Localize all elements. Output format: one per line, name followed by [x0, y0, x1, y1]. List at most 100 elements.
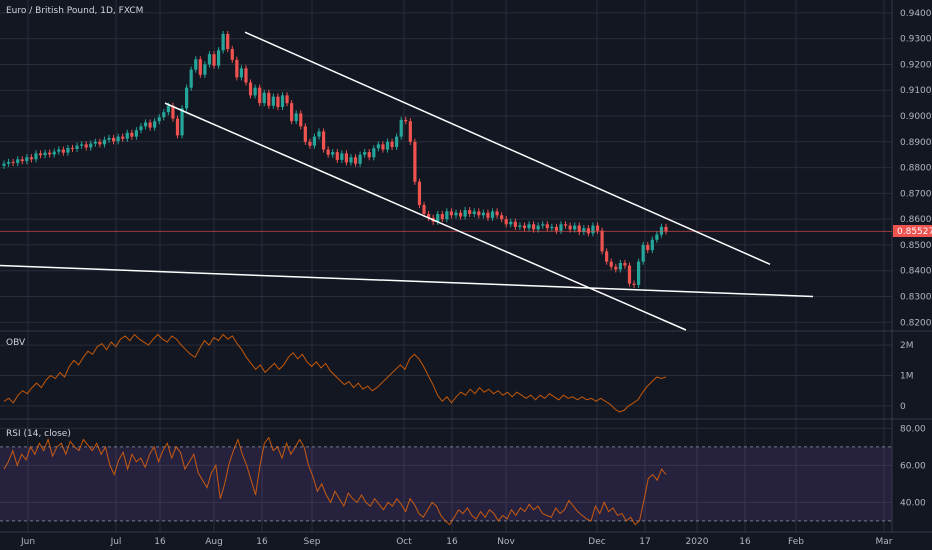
- candle-body: [130, 132, 134, 137]
- candle-body: [157, 117, 161, 122]
- candle-body: [659, 226, 664, 235]
- candle-body: [70, 147, 75, 150]
- candle-body: [454, 212, 458, 216]
- candle-body: [48, 152, 52, 155]
- pane-dividers: [0, 0, 932, 533]
- candle-body: [541, 224, 545, 226]
- x-tick-label: 16: [256, 537, 268, 547]
- candle-body: [125, 132, 129, 139]
- candle-body: [518, 225, 522, 227]
- candle-body: [102, 139, 107, 145]
- x-tick-label: 2020: [686, 537, 709, 547]
- candle-body: [299, 113, 303, 127]
- candle-body: [344, 153, 349, 163]
- candle-body: [367, 152, 371, 158]
- candle-body: [121, 136, 125, 139]
- candle-body: [171, 105, 175, 119]
- rsi-pane-label: RSI (14, close): [6, 429, 71, 439]
- last-price-badge: [893, 225, 932, 237]
- candle-body: [399, 119, 403, 137]
- trendlines: [0, 31, 814, 331]
- candle-body: [285, 95, 289, 104]
- candle-body: [317, 131, 321, 137]
- candle-body: [353, 157, 358, 164]
- candle-body: [230, 48, 234, 60]
- candle-body: [111, 137, 116, 142]
- price-tick-label: 0.94000: [900, 9, 932, 19]
- candle-body: [57, 149, 61, 152]
- candle-body: [582, 228, 586, 233]
- candle-body: [180, 108, 184, 136]
- candle-body: [80, 144, 84, 146]
- candle-body: [422, 204, 426, 214]
- candle-body: [655, 234, 659, 240]
- candle-body: [303, 126, 307, 142]
- candle-body: [175, 118, 180, 136]
- candle-body: [504, 219, 508, 225]
- candle-body: [38, 153, 43, 156]
- candle-body: [559, 224, 563, 231]
- x-tick-label: Aug: [205, 537, 223, 547]
- candle-body: [267, 92, 271, 106]
- candle-body: [276, 96, 280, 107]
- candle-body: [472, 211, 476, 214]
- candle-body: [650, 239, 654, 251]
- candle-body: [490, 211, 495, 218]
- candle-body: [239, 68, 244, 78]
- candle-body: [449, 211, 454, 216]
- obv-tick-label: 2M: [900, 341, 914, 351]
- candle-body: [477, 211, 481, 216]
- x-tick-label: 16: [154, 537, 166, 547]
- candle-body: [591, 225, 595, 234]
- candle-body: [637, 261, 641, 285]
- candle-body: [440, 213, 444, 220]
- candle-body: [93, 141, 97, 144]
- candle-body: [294, 113, 298, 122]
- candle-body: [221, 34, 225, 51]
- x-tick-label: 16: [739, 537, 751, 547]
- candle-body: [458, 212, 463, 217]
- candle-body: [536, 225, 540, 230]
- candle-body: [614, 266, 618, 270]
- trendline: [0, 264, 814, 298]
- candle-body: [116, 136, 120, 142]
- candle-body: [143, 122, 148, 127]
- rsi-series-line: [3, 436, 667, 526]
- x-tick-label: Sep: [304, 537, 321, 547]
- candle-body: [436, 213, 440, 222]
- candle-body: [486, 212, 490, 218]
- candle-body: [641, 244, 645, 262]
- candle-body: [6, 161, 11, 164]
- candle-body: [162, 112, 166, 118]
- candle-body: [11, 161, 15, 163]
- candle-body: [509, 221, 513, 225]
- candle-body: [89, 143, 93, 148]
- candle-body: [203, 64, 207, 75]
- x-tick-label: Mar: [876, 537, 893, 547]
- candle-body: [595, 225, 600, 231]
- last-price-label: 0.85527: [897, 227, 932, 237]
- candle-body: [226, 34, 230, 49]
- candle-body: [646, 244, 650, 251]
- candle-body: [43, 152, 47, 156]
- candle-body: [408, 121, 412, 142]
- candle-body: [134, 130, 138, 137]
- candle-body: [321, 131, 326, 150]
- candle-body: [468, 210, 472, 214]
- x-tick-label: Jul: [110, 537, 122, 547]
- candle-body: [563, 224, 568, 226]
- candle-body: [148, 122, 152, 128]
- obv-tick-label: 0: [900, 402, 906, 412]
- obv-pane-label: OBV: [6, 338, 26, 348]
- candle-body: [395, 136, 399, 147]
- candle-body: [331, 152, 335, 155]
- candle-body: [381, 144, 385, 150]
- candle-body: [545, 224, 549, 229]
- candle-body: [326, 149, 330, 155]
